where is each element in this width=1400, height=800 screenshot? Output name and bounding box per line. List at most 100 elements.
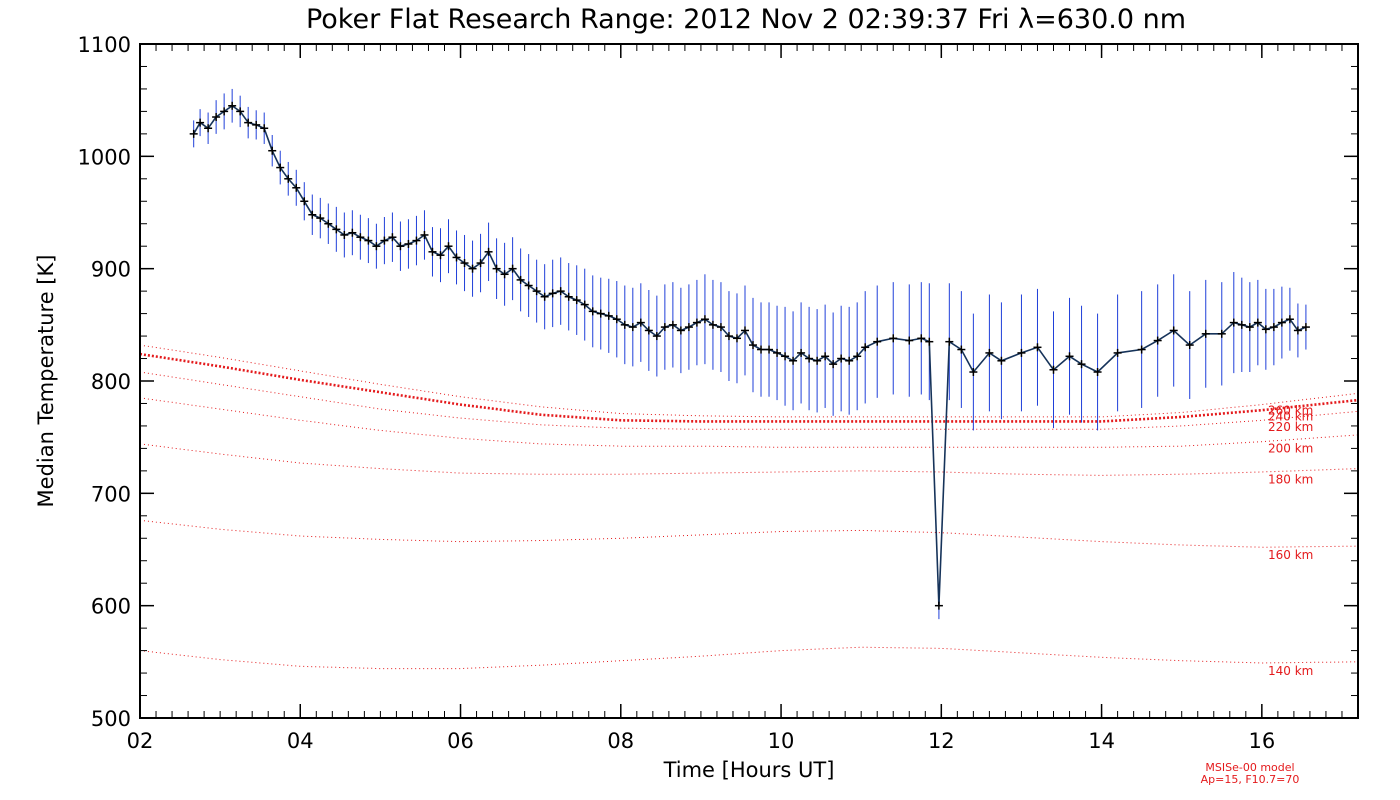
data-point <box>636 318 645 327</box>
data-point <box>484 247 493 256</box>
y-tick-label: 700 <box>91 482 131 506</box>
data-point <box>628 323 637 332</box>
y-tick-label: 800 <box>91 370 131 394</box>
data-point <box>644 326 653 335</box>
data-point <box>268 146 277 155</box>
data-point <box>861 343 870 352</box>
model-label-160km: 160 km <box>1268 548 1313 562</box>
data-point <box>1093 368 1102 377</box>
data-point <box>1229 318 1238 327</box>
data-point <box>332 225 341 234</box>
data-point <box>1065 352 1074 361</box>
axes: 02 04 06 08 10 12 14 16 500 600 700 800 900 1000 1100 <box>78 33 1359 753</box>
data-point <box>388 233 397 242</box>
data-point <box>781 352 790 361</box>
x-tick-label: 16 <box>1248 729 1275 753</box>
data-point <box>548 289 557 298</box>
data-point <box>372 242 381 251</box>
data-point <box>1253 318 1262 327</box>
model-label-260km: 260 km <box>1268 404 1313 418</box>
data-point <box>196 118 205 127</box>
data-point <box>500 270 509 279</box>
model-label-220km: 220 km <box>1268 420 1313 434</box>
data-point <box>452 253 461 262</box>
data-point <box>1137 345 1146 354</box>
data-point <box>244 118 253 127</box>
data-point <box>1261 325 1270 334</box>
data-point <box>1269 323 1278 332</box>
data-point <box>749 341 758 350</box>
y-tick-label: 1000 <box>78 145 131 169</box>
data-point <box>1285 315 1294 324</box>
data-point <box>985 348 994 357</box>
data-point <box>556 287 565 296</box>
plot-frame <box>139 43 1359 719</box>
data-point <box>460 259 469 268</box>
data-point <box>468 264 477 273</box>
x-tick-label: 12 <box>928 729 955 753</box>
data-point <box>284 174 293 183</box>
data-point <box>1169 326 1178 335</box>
data-point <box>444 242 453 251</box>
data-point <box>905 336 914 345</box>
y-axis-title: Median Temperature [K] <box>34 255 58 508</box>
model-label-180km: 180 km <box>1268 472 1313 486</box>
data-point <box>532 287 541 296</box>
data-point <box>524 281 533 290</box>
data-point <box>316 214 325 223</box>
data-point <box>380 236 389 245</box>
data-point <box>476 259 485 268</box>
data-point <box>829 360 838 369</box>
model-curve-200km <box>139 397 1359 448</box>
data-point <box>957 345 966 354</box>
data-point <box>917 334 926 343</box>
data-point <box>324 219 333 228</box>
data-point <box>308 210 317 219</box>
data-point <box>404 239 413 248</box>
data-point <box>757 345 766 354</box>
data-point <box>684 323 693 332</box>
data-point <box>540 292 549 301</box>
data-point <box>356 233 365 242</box>
temperature-line <box>193 104 1307 606</box>
data-point <box>1113 348 1122 357</box>
data-point <box>1017 348 1026 357</box>
model-label-200km: 200 km <box>1268 442 1313 456</box>
model-curve-160km <box>139 519 1359 548</box>
data-point <box>1185 341 1194 350</box>
y-tick-label: 600 <box>91 595 131 619</box>
data-point <box>580 300 589 309</box>
x-tick-label: 14 <box>1088 729 1115 753</box>
data-point <box>853 352 862 361</box>
chart-title: Poker Flat Research Range: 2012 Nov 2 02… <box>306 4 1186 35</box>
data-point <box>1201 329 1210 338</box>
data-point <box>716 323 725 332</box>
data-point <box>604 311 613 320</box>
data-point <box>889 334 898 343</box>
data-point <box>1049 365 1058 374</box>
data-point <box>620 320 629 329</box>
data-point <box>740 326 749 335</box>
measurement-series <box>189 88 1310 620</box>
data-point <box>805 354 814 363</box>
data-point <box>564 292 573 301</box>
data-point <box>572 296 581 305</box>
data-point <box>204 124 213 133</box>
data-point <box>596 309 605 318</box>
x-tick-label: 04 <box>287 729 314 753</box>
data-point <box>428 247 437 256</box>
data-point <box>969 368 978 377</box>
data-point <box>813 356 822 365</box>
data-point <box>1217 329 1226 338</box>
data-point <box>821 352 830 361</box>
data-point <box>220 107 229 116</box>
data-point <box>252 120 261 129</box>
x-tick-label: 08 <box>607 729 634 753</box>
data-point <box>1301 323 1310 332</box>
data-point <box>837 354 846 363</box>
model-params-note: Ap=15, F10.7=70 <box>1201 773 1300 786</box>
data-point <box>732 334 741 343</box>
model-curve-140km <box>139 646 1359 670</box>
y-tick-label: 900 <box>91 258 131 282</box>
